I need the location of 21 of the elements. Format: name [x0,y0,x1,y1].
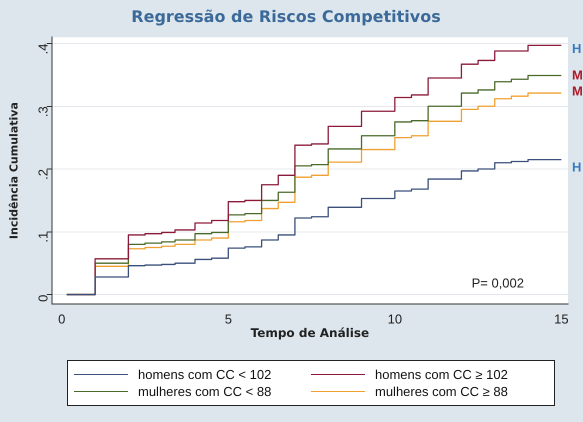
x-tick-label: 0 [58,311,66,326]
x-axis-title: Tempo de Análise [250,326,370,340]
y-tick-label: 0 [35,294,50,302]
y-axis-title: Incidência Cumulativa [7,102,20,240]
legend-label: homens com CC < 102 [138,367,272,382]
y-tick-label: .3 [35,106,50,118]
text: H [572,160,582,175]
y-tick-label: .2 [35,169,50,180]
annotation: P= 0,002 [472,276,524,291]
y-tick-label: .4 [35,43,50,54]
text: H [572,40,582,56]
legend-label: mulheres com CC < 88 [138,384,272,399]
y-tick-label: .1 [35,232,50,243]
legend-label: mulheres com CC ≥ 88 [375,384,508,399]
legend-label: homens com CC ≥ 102 [375,367,508,382]
text: M [572,83,583,98]
chart-title: Regressão de Riscos Competitivos [131,6,441,26]
x-tick-label: 10 [388,311,402,326]
text: M [572,67,583,82]
x-tick-label: 5 [224,311,232,326]
x-tick-label: 15 [554,311,569,326]
